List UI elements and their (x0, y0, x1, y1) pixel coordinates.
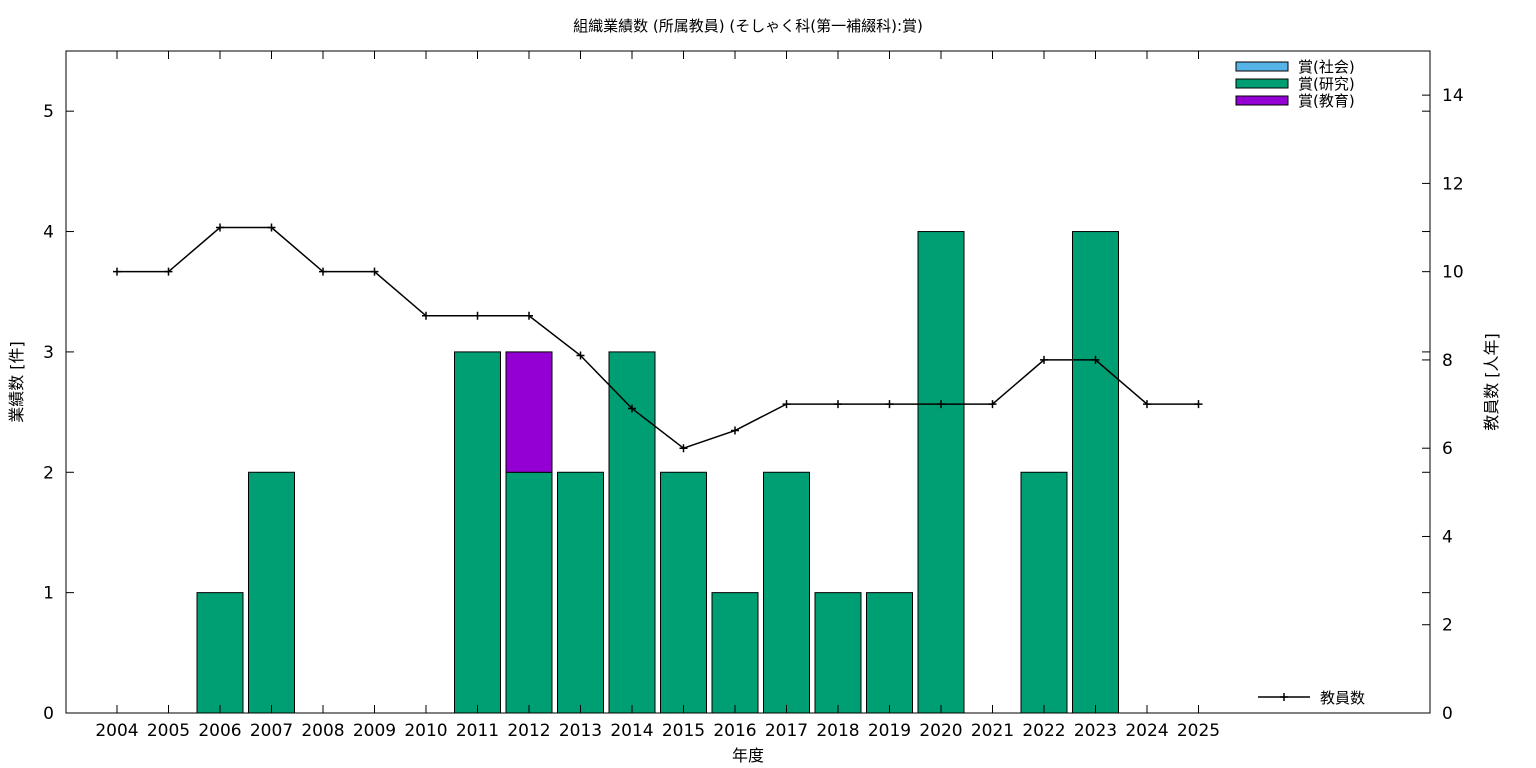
y2-tick-label: 0 (1442, 704, 1453, 724)
bar-2017-series-1 (763, 471, 810, 714)
line-point-2018 (834, 400, 842, 409)
legend-swatch-2 (1235, 95, 1289, 106)
legend: 賞(社会)賞(研究)賞(教育) (1235, 58, 1355, 110)
x-tick-label: 2023 (1074, 721, 1117, 741)
x-tick-label: 2006 (198, 721, 241, 741)
y2-tick-label: 6 (1442, 439, 1453, 459)
bar-2016-series-1 (711, 592, 759, 714)
x-tick-label: 2024 (1125, 721, 1168, 741)
line-point-2017 (782, 400, 791, 409)
x-tick-label: 2015 (662, 721, 705, 741)
line-faculty-count (117, 226, 1199, 450)
y2-axis: 0 2 4 6 8 10 12 14 (1422, 86, 1464, 724)
plot-frame (65, 50, 1431, 714)
line-point-2005 (164, 267, 173, 276)
y-tick-label: 1 (43, 584, 54, 604)
x-tick-label: 2008 (301, 721, 344, 741)
x-tick-label: 2007 (250, 721, 293, 741)
y2-tick-label: 10 (1442, 263, 1464, 283)
line-point-2015 (679, 444, 688, 453)
y-tick-label: 4 (43, 223, 54, 243)
x-tick-label: 2011 (456, 721, 499, 741)
line-point-2019 (885, 400, 894, 409)
x-tick-label: 2020 (919, 721, 962, 741)
legend-label-2: 賞(教育) (1298, 92, 1355, 110)
y2-tick-label: 12 (1442, 174, 1464, 194)
y2-tick-label: 8 (1442, 351, 1453, 371)
line-layer (113, 223, 1203, 453)
y-axis: 0 1 2 3 4 5 (43, 102, 1430, 724)
bars-layer (196, 231, 1119, 714)
line-legend-marker (1280, 693, 1288, 701)
y2-axis-label: 教員数 [人年] (1482, 333, 1501, 431)
line-legend-label: 教員数 (1320, 689, 1365, 707)
line-point-2009 (370, 267, 379, 276)
y-tick-label: 2 (43, 463, 54, 483)
legend-swatch-0 (1235, 61, 1289, 72)
x-tick-label: 2012 (507, 721, 550, 741)
line-point-2022 (1040, 355, 1048, 364)
x-tick-label: 2025 (1177, 721, 1220, 741)
x-tick-label: 2004 (95, 721, 138, 741)
chart-title: 組織業績数 (所属教員) (そしゃく科(第一補綴科):賞) (573, 17, 923, 35)
bar-2006-series-1 (196, 592, 244, 714)
line-point-2013 (576, 351, 585, 360)
legend-label-1: 賞(研究) (1298, 75, 1355, 93)
bar-2018-series-1 (814, 592, 862, 714)
x-axis-label: 年度 (732, 746, 764, 765)
line-point-2020 (937, 400, 945, 409)
bar-2013-series-1 (557, 471, 604, 714)
bar-2019-series-1 (866, 592, 913, 714)
bar-2015-series-1 (660, 471, 707, 714)
line-point-2021 (988, 400, 997, 409)
line-point-2004 (113, 267, 121, 276)
line-point-2011 (473, 311, 482, 320)
y-tick-label: 0 (43, 704, 54, 724)
line-point-2012 (525, 311, 533, 320)
line-point-2016 (731, 426, 739, 435)
legend-swatch-1 (1235, 78, 1289, 89)
bar-2007-series-1 (248, 471, 295, 714)
line-legend: 教員数 (1258, 689, 1365, 707)
line-point-2007 (267, 223, 276, 232)
bar-2023-series-1 (1072, 231, 1119, 714)
bar-2022-series-1 (1020, 471, 1068, 714)
x-tick-label: 2022 (1022, 721, 1065, 741)
legend-label-0: 賞(社会) (1298, 58, 1355, 76)
line-point-2025 (1194, 400, 1203, 409)
bar-2011-series-1 (454, 351, 501, 714)
x-tick-label: 2010 (404, 721, 447, 741)
line-point-2008 (319, 267, 327, 276)
x-tick-label: 2021 (971, 721, 1014, 741)
y2-tick-label: 4 (1442, 527, 1453, 547)
y-tick-label: 5 (43, 102, 54, 122)
x-tick-label: 2014 (610, 721, 653, 741)
x-tick-label: 2016 (713, 721, 756, 741)
x-tick-label: 2009 (353, 721, 396, 741)
line-point-2010 (422, 311, 430, 320)
bar-2012-series-2 (505, 351, 553, 473)
line-point-2006 (216, 223, 224, 232)
x-axis: 2004 2005 2006 2007 2008 2009 2010 2011 2012 2013… (95, 51, 1220, 741)
line-point-2024 (1143, 400, 1151, 409)
y2-tick-label: 14 (1442, 86, 1464, 106)
y2-tick-label: 2 (1442, 616, 1453, 636)
x-tick-label: 2019 (868, 721, 911, 741)
x-tick-label: 2017 (765, 721, 808, 741)
bar-2012-series-1 (505, 471, 553, 714)
x-tick-label: 2018 (816, 721, 859, 741)
x-tick-label: 2005 (147, 721, 190, 741)
y-tick-label: 3 (43, 343, 54, 363)
bar-2020-series-1 (917, 231, 965, 714)
y-axis-label: 業績数 [件] (7, 341, 26, 423)
line-point-2014 (628, 404, 636, 413)
x-tick-label: 2013 (559, 721, 602, 741)
line-point-2023 (1091, 355, 1100, 364)
